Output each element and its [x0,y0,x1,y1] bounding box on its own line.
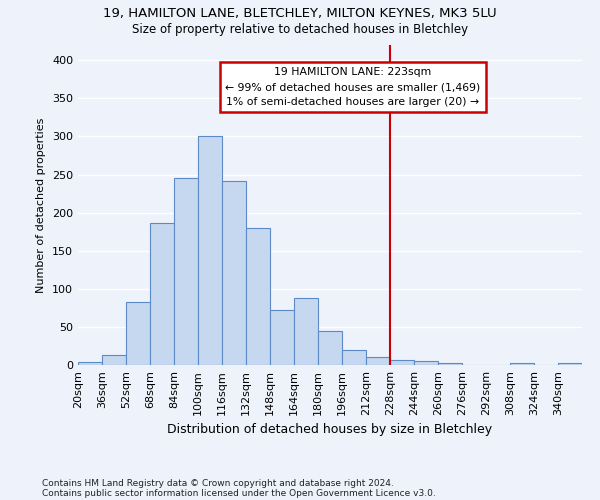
Bar [270,310,294,365]
Bar [438,362,462,365]
Bar [198,136,222,365]
Bar [150,224,174,365]
Bar [78,362,102,365]
Bar [558,364,582,365]
Y-axis label: Number of detached properties: Number of detached properties [37,118,46,292]
Bar [342,350,366,365]
Bar [510,364,534,365]
Bar [294,298,318,365]
Text: Contains HM Land Registry data © Crown copyright and database right 2024.: Contains HM Land Registry data © Crown c… [42,478,394,488]
Bar [390,360,414,365]
Text: 19, HAMILTON LANE, BLETCHLEY, MILTON KEYNES, MK3 5LU: 19, HAMILTON LANE, BLETCHLEY, MILTON KEY… [103,8,497,20]
Bar [174,178,198,365]
X-axis label: Distribution of detached houses by size in Bletchley: Distribution of detached houses by size … [167,424,493,436]
Bar [414,361,438,365]
Bar [102,355,126,365]
Bar [222,182,246,365]
Bar [246,228,270,365]
Bar [318,332,342,365]
Text: 19 HAMILTON LANE: 223sqm
← 99% of detached houses are smaller (1,469)
1% of semi: 19 HAMILTON LANE: 223sqm ← 99% of detach… [225,68,481,107]
Bar [366,358,390,365]
Text: Size of property relative to detached houses in Bletchley: Size of property relative to detached ho… [132,22,468,36]
Text: Contains public sector information licensed under the Open Government Licence v3: Contains public sector information licen… [42,488,436,498]
Bar [126,302,150,365]
